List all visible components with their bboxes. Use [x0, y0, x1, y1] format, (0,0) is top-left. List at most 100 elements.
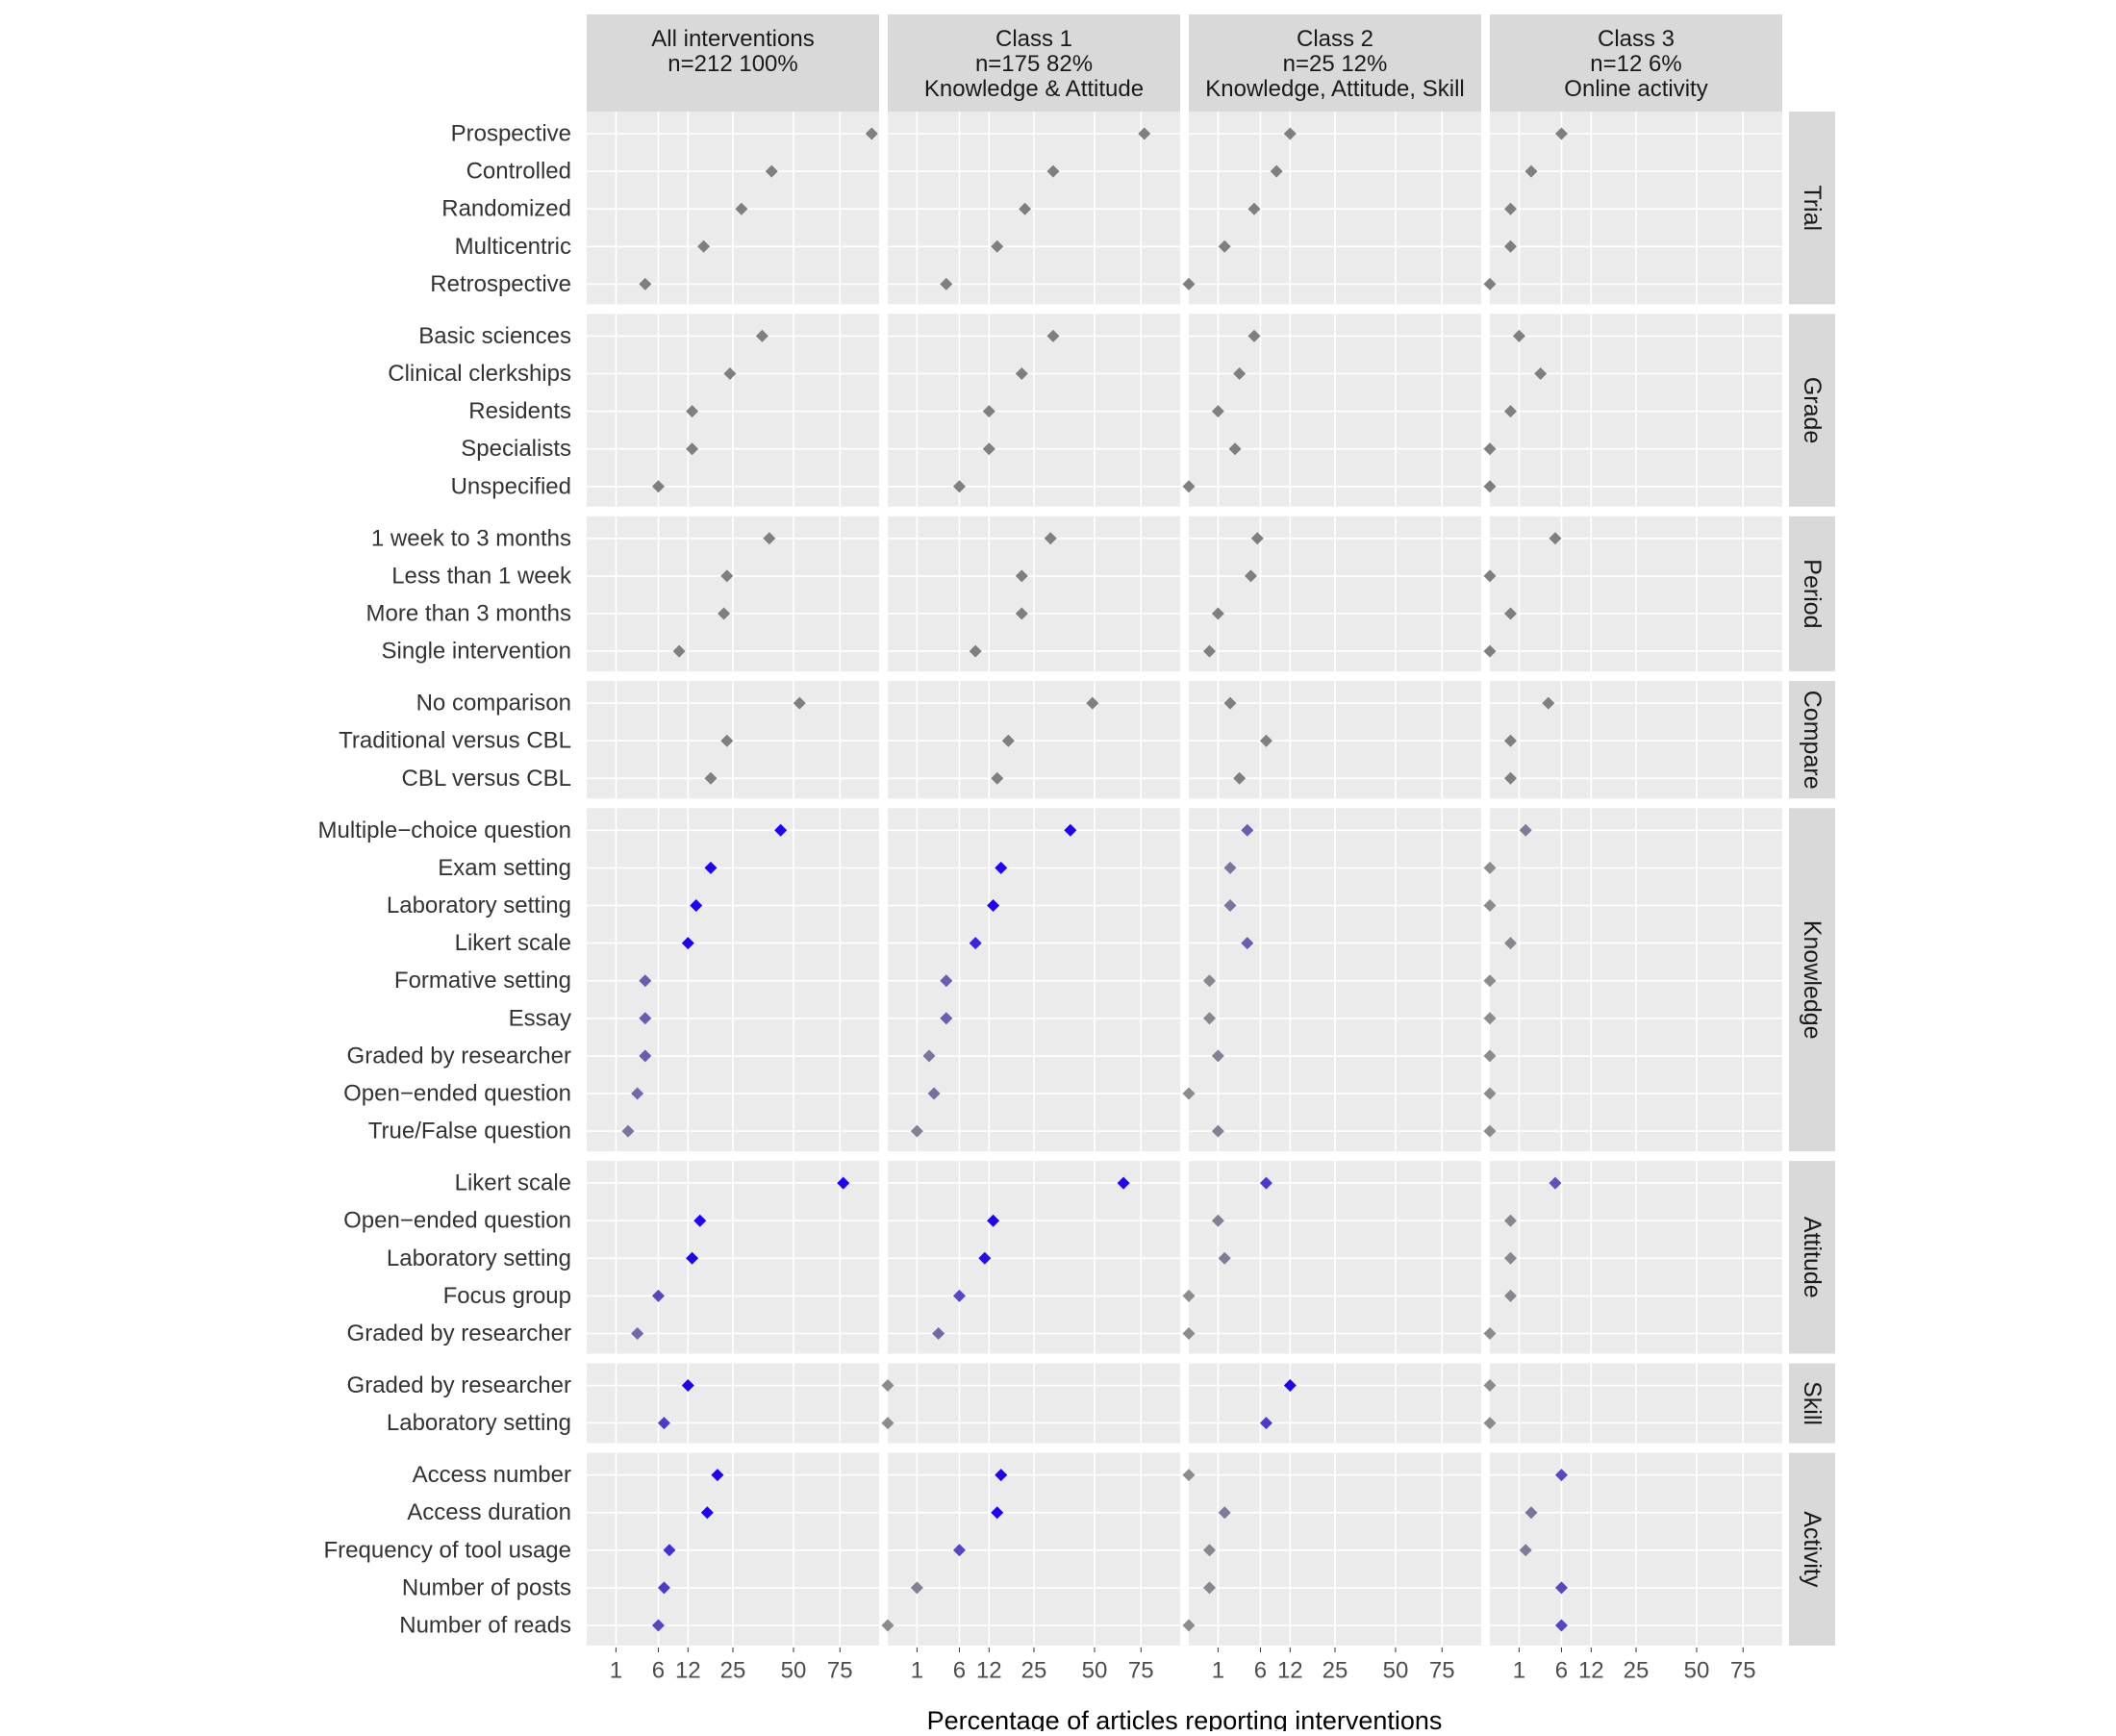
data-point: [720, 734, 734, 747]
data-point: [1503, 734, 1517, 747]
column-strip-label: n=25 12%: [1283, 51, 1388, 77]
data-point: [1223, 899, 1237, 912]
data-point: [940, 277, 953, 290]
data-point: [651, 1289, 665, 1302]
data-point: [1247, 202, 1261, 215]
group-strip: [1789, 1452, 1835, 1646]
x-tick-label: 75: [1128, 1658, 1154, 1684]
data-point: [1233, 367, 1247, 380]
x-tick-label: 1: [911, 1658, 923, 1684]
data-point: [755, 329, 768, 342]
x-tick-label: 6: [652, 1658, 665, 1684]
data-point: [681, 1379, 694, 1392]
group-label: Period: [1799, 559, 1826, 628]
data-point: [1483, 1327, 1497, 1340]
row-label: Single intervention: [382, 639, 571, 665]
group-label: Activity: [1799, 1511, 1826, 1588]
column-strip: [888, 14, 1180, 112]
x-tick-label: 6: [1555, 1658, 1568, 1684]
data-point: [1483, 899, 1497, 912]
row-label: Controlled: [466, 159, 571, 185]
x-tick-label: 6: [1254, 1658, 1267, 1684]
group-label: Compare: [1799, 691, 1826, 790]
data-point: [693, 1214, 707, 1227]
data-point: [735, 202, 748, 215]
data-point: [995, 1469, 1008, 1482]
row-label: Essay: [509, 1005, 571, 1031]
data-point: [1046, 329, 1060, 342]
data-point: [1241, 937, 1254, 950]
data-point: [657, 1417, 670, 1430]
data-point: [1524, 1506, 1538, 1520]
data-point: [1554, 1619, 1568, 1632]
row-label: Likert scale: [455, 1170, 571, 1196]
group-strip: [1789, 1161, 1835, 1354]
data-point: [1519, 823, 1532, 837]
x-tick-label: 25: [1624, 1658, 1650, 1684]
row-label: Laboratory setting: [387, 893, 571, 918]
data-point: [1211, 405, 1224, 418]
column-strip-label: Class 1: [995, 26, 1072, 52]
group-strip: [1789, 516, 1835, 672]
group-label: Knowledge: [1799, 920, 1826, 1040]
data-point: [1483, 442, 1497, 456]
data-point: [1283, 1379, 1297, 1392]
column-strip: [1490, 14, 1782, 112]
data-point: [1503, 1289, 1517, 1302]
data-point: [672, 644, 686, 658]
data-point: [657, 1581, 670, 1595]
data-point: [1483, 1124, 1497, 1138]
x-tick-label: 50: [781, 1658, 807, 1684]
data-point: [881, 1417, 894, 1430]
data-point: [697, 239, 711, 253]
row-label: Graded by researcher: [347, 1372, 571, 1398]
data-point: [1483, 1417, 1497, 1430]
data-point: [1182, 1087, 1196, 1100]
data-point: [690, 899, 703, 912]
data-point: [681, 937, 694, 950]
data-point: [1211, 607, 1224, 620]
data-point: [1211, 1049, 1224, 1063]
data-point: [982, 442, 995, 456]
data-point: [631, 1327, 644, 1340]
data-point: [978, 1251, 992, 1265]
data-point: [1117, 1176, 1130, 1190]
row-label: Randomized: [441, 196, 571, 222]
data-point: [881, 1619, 894, 1632]
row-label: Multicentric: [455, 234, 571, 260]
data-point: [1046, 164, 1060, 178]
x-tick-label: 6: [953, 1658, 966, 1684]
row-label: Graded by researcher: [347, 1043, 571, 1069]
group-strip: [1789, 681, 1835, 799]
column-strip-label: n=175 82%: [975, 51, 1093, 77]
data-point: [1211, 1124, 1224, 1138]
data-point: [1524, 164, 1538, 178]
data-point: [987, 899, 1000, 912]
data-point: [1202, 1581, 1216, 1595]
data-point: [932, 1327, 945, 1340]
row-label: Less than 1 week: [391, 563, 572, 589]
data-point: [1182, 1469, 1196, 1482]
x-axis-title: Percentage of articles reporting interve…: [927, 1706, 1443, 1731]
data-point: [881, 1379, 894, 1392]
x-tick-label: 25: [720, 1658, 746, 1684]
data-point: [774, 823, 788, 837]
data-point: [1259, 734, 1272, 747]
data-point: [982, 405, 995, 418]
data-point: [952, 1544, 966, 1557]
data-point: [1483, 1379, 1497, 1392]
group-strip: [1789, 314, 1835, 507]
row-label: Likert scale: [455, 930, 571, 956]
row-label: Open−ended question: [343, 1208, 571, 1234]
row-label: Unspecified: [451, 473, 571, 499]
row-label: Number of reads: [399, 1613, 571, 1639]
column-strip-label: Class 3: [1598, 26, 1675, 52]
data-point: [1233, 771, 1247, 785]
data-point: [1044, 532, 1057, 545]
column-strip: [587, 14, 879, 112]
data-point: [1554, 127, 1568, 140]
data-point: [1182, 480, 1196, 493]
data-point: [1202, 644, 1216, 658]
row-label: Specialists: [461, 436, 571, 462]
data-point: [1001, 734, 1015, 747]
